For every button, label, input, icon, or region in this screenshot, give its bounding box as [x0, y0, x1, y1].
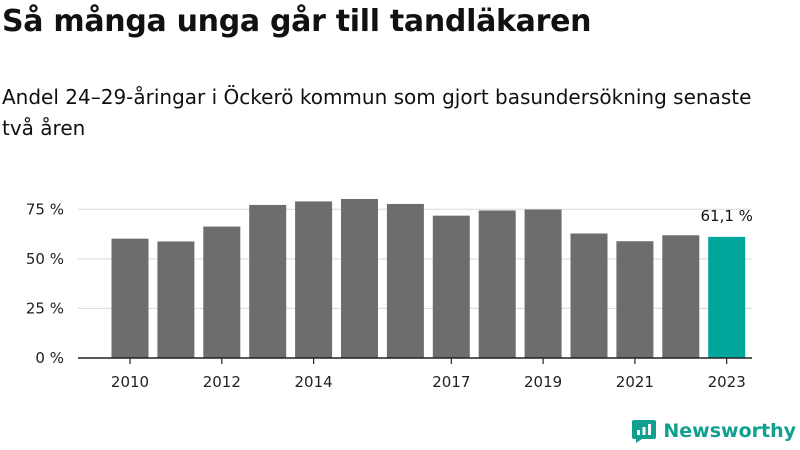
value-label: 61,1 % — [700, 207, 752, 225]
x-tick-label: 2012 — [203, 373, 241, 391]
bar — [341, 199, 378, 358]
x-tick-label: 2017 — [432, 373, 470, 391]
x-tick-label: 2014 — [295, 373, 333, 391]
x-tick-label: 2010 — [111, 373, 149, 391]
x-tick-label: 2019 — [524, 373, 562, 391]
bar — [708, 236, 746, 358]
y-tick-label: 50 % — [26, 250, 64, 268]
bar — [432, 215, 470, 358]
y-tick-label: 25 % — [26, 299, 64, 317]
bar — [203, 226, 241, 358]
bar — [570, 233, 608, 358]
bar — [386, 203, 424, 358]
brand-name: Newsworthy — [663, 420, 796, 442]
bar — [662, 235, 700, 358]
x-tick-label: 2023 — [708, 373, 746, 391]
bar — [295, 201, 333, 358]
bar — [157, 241, 195, 358]
y-tick-label: 75 % — [26, 200, 64, 218]
bar — [478, 210, 516, 358]
y-tick-label: 0 % — [35, 349, 64, 367]
bar — [616, 241, 654, 358]
x-tick-label: 2021 — [616, 373, 654, 391]
bar — [524, 209, 562, 358]
bar — [249, 204, 287, 358]
newsworthy-logo-icon — [632, 420, 657, 443]
bar — [111, 238, 149, 358]
chart-subtitle: Andel 24–29-åringar i Öckerö kommun som … — [2, 85, 752, 140]
newsworthy-brand: Newsworthy — [631, 416, 796, 446]
chart-title: Så många unga går till tandläkaren — [2, 4, 592, 39]
